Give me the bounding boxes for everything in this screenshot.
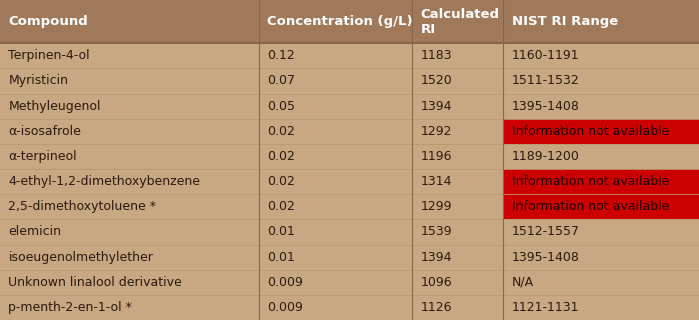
Text: 0.05: 0.05 (267, 100, 295, 113)
Bar (412, 0, 503, 43)
Bar (0, 93, 259, 119)
Text: α-isosafrole: α-isosafrole (8, 125, 81, 138)
Bar (412, 68, 503, 93)
Bar (412, 244, 503, 270)
Bar (259, 144, 412, 169)
Bar (0, 270, 259, 295)
Text: 0.02: 0.02 (267, 175, 295, 188)
Text: 1511-1532: 1511-1532 (512, 75, 579, 87)
Bar (412, 43, 503, 68)
Bar (259, 295, 412, 320)
Text: 0.009: 0.009 (267, 276, 303, 289)
Text: elemicin: elemicin (8, 225, 62, 238)
Text: 1292: 1292 (421, 125, 452, 138)
Text: Terpinen-4-ol: Terpinen-4-ol (8, 49, 90, 62)
Text: Information not available: Information not available (512, 125, 669, 138)
Bar (503, 169, 699, 194)
Bar (0, 169, 259, 194)
Text: 0.02: 0.02 (267, 150, 295, 163)
Bar (412, 169, 503, 194)
Bar (503, 194, 699, 219)
Bar (412, 194, 503, 219)
Text: 0.07: 0.07 (267, 75, 295, 87)
Bar (412, 219, 503, 244)
Text: 1539: 1539 (421, 225, 452, 238)
Text: 1314: 1314 (421, 175, 452, 188)
Text: 4-ethyl-1,2-dimethoxybenzene: 4-ethyl-1,2-dimethoxybenzene (8, 175, 201, 188)
Bar (259, 119, 412, 144)
Bar (503, 43, 699, 68)
Bar (0, 244, 259, 270)
Text: p-menth-2-en-1-ol *: p-menth-2-en-1-ol * (8, 301, 132, 314)
Bar (0, 295, 259, 320)
Text: Concentration (g/L): Concentration (g/L) (267, 15, 412, 28)
Text: α-terpineol: α-terpineol (8, 150, 77, 163)
Text: 1395-1408: 1395-1408 (512, 251, 579, 264)
Bar (412, 144, 503, 169)
Text: Calculated
RI: Calculated RI (421, 8, 500, 36)
Bar (412, 295, 503, 320)
Bar (0, 43, 259, 68)
Text: 0.02: 0.02 (267, 200, 295, 213)
Text: Information not available: Information not available (512, 175, 669, 188)
Text: Methyleugenol: Methyleugenol (8, 100, 101, 113)
Text: 1096: 1096 (421, 276, 452, 289)
Bar (503, 93, 699, 119)
Bar (503, 68, 699, 93)
Bar (0, 144, 259, 169)
Bar (503, 295, 699, 320)
Bar (259, 93, 412, 119)
Bar (0, 194, 259, 219)
Text: 1394: 1394 (421, 251, 452, 264)
Text: 1394: 1394 (421, 100, 452, 113)
Text: 1121-1131: 1121-1131 (512, 301, 579, 314)
Text: 1512-1557: 1512-1557 (512, 225, 579, 238)
Text: N/A: N/A (512, 276, 534, 289)
Text: 1196: 1196 (421, 150, 452, 163)
Text: isoeugenolmethylether: isoeugenolmethylether (8, 251, 153, 264)
Text: 1183: 1183 (421, 49, 452, 62)
Text: 1520: 1520 (421, 75, 452, 87)
Bar (259, 194, 412, 219)
Bar (0, 119, 259, 144)
Text: 1299: 1299 (421, 200, 452, 213)
Text: 1160-1191: 1160-1191 (512, 49, 579, 62)
Bar (412, 93, 503, 119)
Text: 1395-1408: 1395-1408 (512, 100, 579, 113)
Bar (503, 244, 699, 270)
Bar (503, 270, 699, 295)
Bar (0, 219, 259, 244)
Bar (259, 0, 412, 43)
Bar (412, 270, 503, 295)
Bar (259, 169, 412, 194)
Text: 2,5-dimethoxytoluene *: 2,5-dimethoxytoluene * (8, 200, 157, 213)
Text: 0.12: 0.12 (267, 49, 295, 62)
Bar (0, 68, 259, 93)
Bar (259, 43, 412, 68)
Bar (259, 244, 412, 270)
Text: 0.01: 0.01 (267, 251, 295, 264)
Text: 0.02: 0.02 (267, 125, 295, 138)
Bar (259, 219, 412, 244)
Text: 1189-1200: 1189-1200 (512, 150, 579, 163)
Bar (412, 119, 503, 144)
Bar (259, 270, 412, 295)
Bar (503, 0, 699, 43)
Text: 0.009: 0.009 (267, 301, 303, 314)
Text: Compound: Compound (8, 15, 88, 28)
Text: Unknown linalool derivative: Unknown linalool derivative (8, 276, 182, 289)
Text: 0.01: 0.01 (267, 225, 295, 238)
Bar (259, 68, 412, 93)
Text: NIST RI Range: NIST RI Range (512, 15, 618, 28)
Text: Myristicin: Myristicin (8, 75, 69, 87)
Text: Information not available: Information not available (512, 200, 669, 213)
Bar (503, 144, 699, 169)
Bar (503, 219, 699, 244)
Bar (503, 119, 699, 144)
Bar (0, 0, 259, 43)
Text: 1126: 1126 (421, 301, 452, 314)
